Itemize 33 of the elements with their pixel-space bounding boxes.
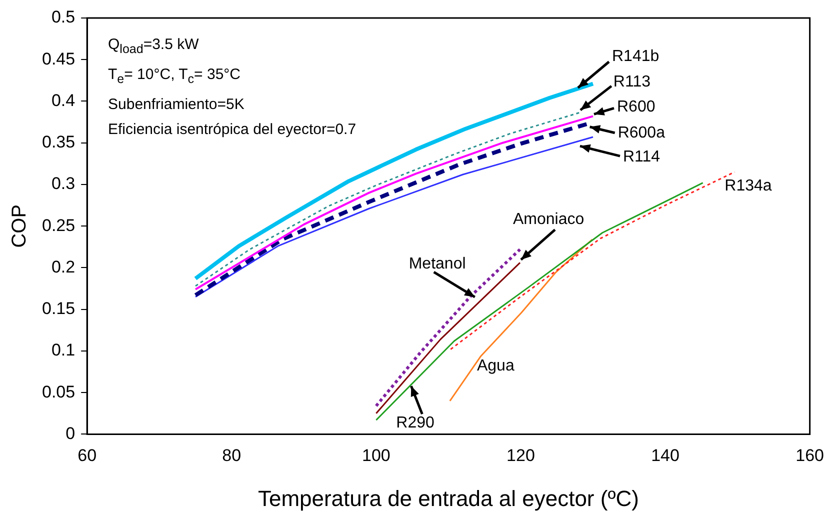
x-tick-label: 80 [222, 446, 242, 466]
y-tick-label: 0.5 [51, 8, 76, 27]
x-tick-label: 160 [796, 446, 824, 466]
series-label: Agua [476, 357, 514, 374]
y-tick-label: 0.35 [42, 132, 76, 152]
x-axis-title: Temperatura de entrada al eyector (ºC) [258, 486, 639, 511]
series-label: R600a [618, 124, 666, 142]
y-tick-label: 0.1 [51, 340, 76, 360]
x-tick-label: 100 [362, 446, 390, 466]
x-tick-label: 120 [506, 446, 535, 466]
text: R114 [623, 148, 660, 166]
text: Amoniaco [513, 211, 584, 228]
y-tick-label: 0.3 [51, 174, 76, 194]
y-axis-title: COP [8, 204, 31, 248]
series-label: R290 [396, 414, 435, 432]
x-tick-label: 60 [78, 446, 97, 466]
annotation: T$_{e}$= 10°C, T$_{c}$= 35°C [108, 65, 242, 88]
annotation: Q$_{load}$=3.5 kW [108, 35, 200, 58]
y-tick-label: 0.15 [42, 299, 76, 318]
y-tick-label: 0.45 [42, 49, 76, 68]
series-label: R134a [724, 177, 772, 194]
series-label: R600 [617, 98, 656, 116]
y-tick-label: 0 [66, 424, 76, 443]
y-tick-label: 0.25 [42, 216, 76, 235]
y-tick-label: 0.4 [51, 90, 76, 110]
annotation: Eficiencia isentrópica del eyector=0.7 [108, 120, 356, 140]
y-tick-label: 0.2 [51, 257, 76, 276]
series-label: R141b [612, 48, 660, 66]
series-label: Metanol [408, 255, 466, 272]
text: R113 [613, 73, 651, 90]
x-tick-label: 140 [651, 446, 680, 466]
y-tick-label: 0.05 [42, 382, 76, 402]
annotation: Subenfriamiento=5K [108, 95, 246, 115]
